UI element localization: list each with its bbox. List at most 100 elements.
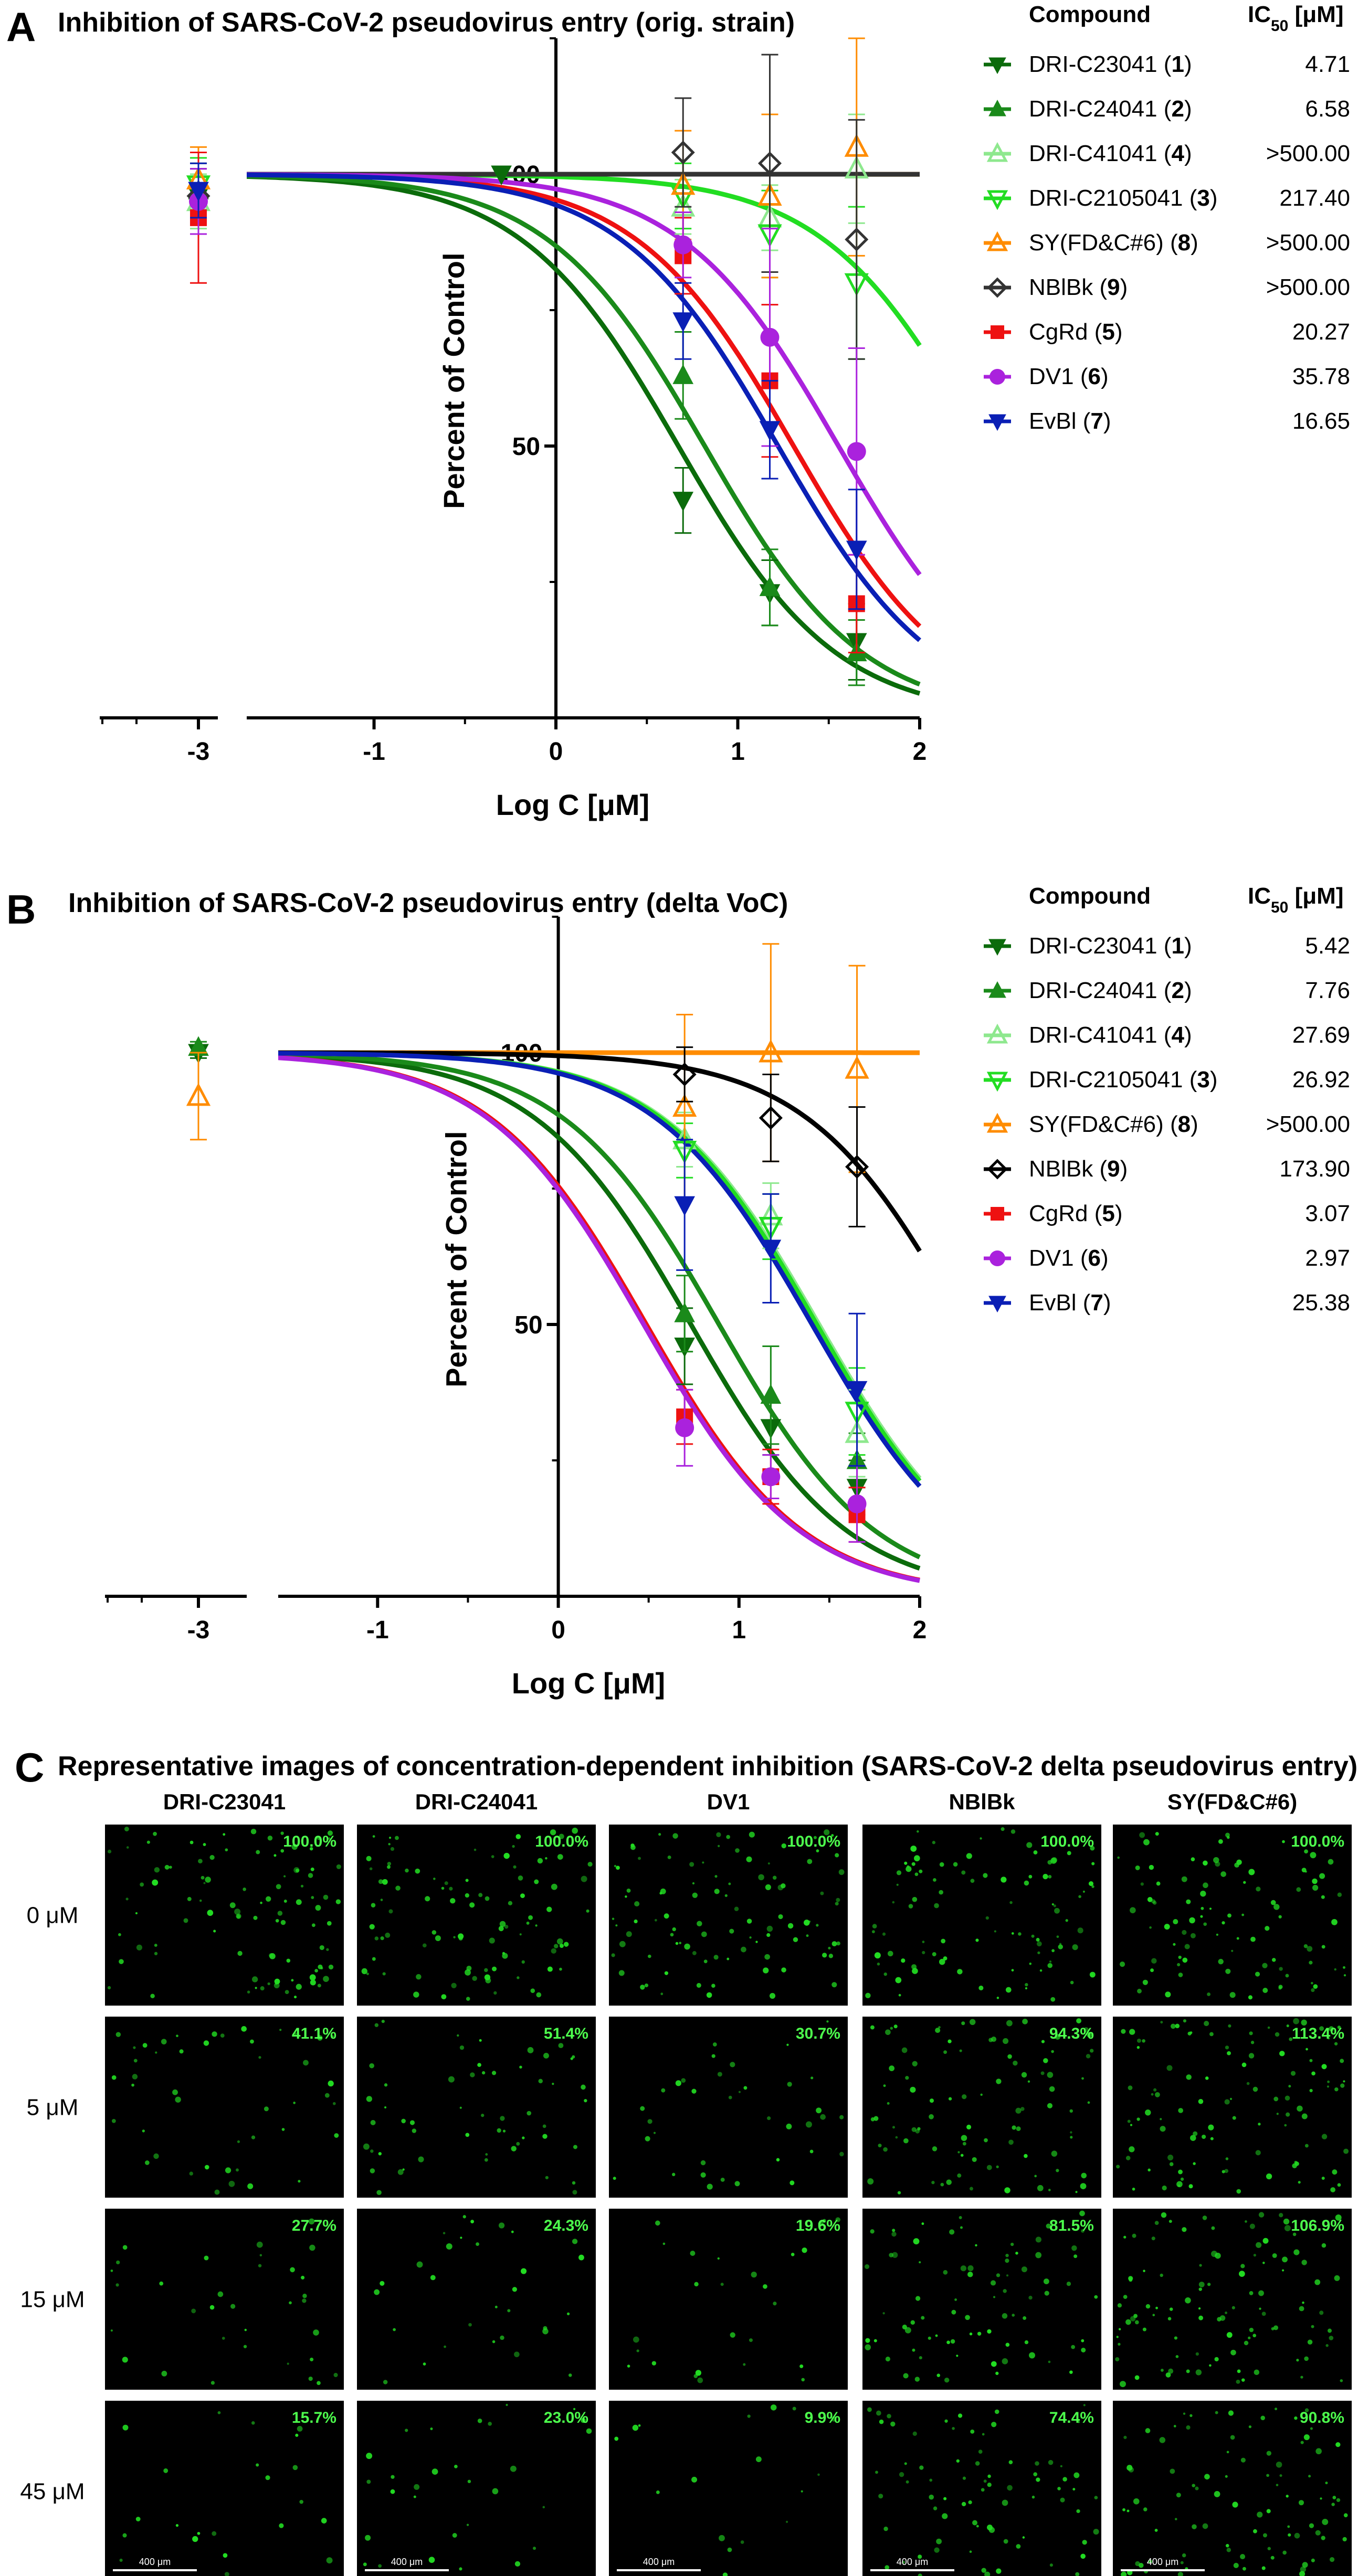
cell-dot xyxy=(572,2055,575,2059)
legend-header-ic50: IC50 [μM] xyxy=(1248,883,1343,916)
cell-dot xyxy=(1329,2557,1335,2562)
cell-dot xyxy=(1117,1856,1120,1859)
cell-dot xyxy=(1165,2372,1171,2378)
cell-dot xyxy=(1198,2307,1201,2310)
cell-dot xyxy=(873,2116,879,2121)
cell-dot xyxy=(280,1831,284,1835)
cell-dot xyxy=(679,1942,682,1945)
cell-dot xyxy=(1182,1957,1188,1963)
cell-dot xyxy=(499,1921,506,1927)
cell-dot xyxy=(1202,2523,1208,2529)
cell-dot xyxy=(586,2428,592,2434)
cell-dot xyxy=(969,2019,976,2026)
cell-dot xyxy=(987,2483,992,2487)
ic50-sub: 50 xyxy=(1271,899,1288,916)
fluorescent-cells xyxy=(867,2404,1099,2576)
cell-dot xyxy=(310,2357,314,2361)
cell-dot xyxy=(1284,2225,1291,2231)
cell-dot xyxy=(970,1879,975,1883)
legend-item-3: DRI-C2105041 (3) 217.40 xyxy=(984,185,1350,211)
cell-dot xyxy=(446,2243,452,2250)
panel-a: A Inhibition of SARS-CoV-2 pseudovirus en… xyxy=(6,2,1350,821)
cell-dot xyxy=(1129,2146,1135,2153)
cell-dot xyxy=(1149,1926,1152,1929)
cell-dot xyxy=(1230,2435,1235,2440)
cell-dot xyxy=(472,1976,477,1981)
cell-dot xyxy=(512,1844,515,1848)
cell-dot xyxy=(1139,1832,1145,1838)
cell-dot xyxy=(899,2472,904,2477)
cell-dot xyxy=(131,2083,134,2087)
cell-dot xyxy=(183,1918,188,1923)
cell-dot xyxy=(921,2316,925,2320)
cell-dot xyxy=(291,1979,294,1982)
cell-dot xyxy=(929,2478,933,2482)
legend-paren: ( xyxy=(1157,96,1172,122)
cell-dot xyxy=(514,2561,521,2567)
cell-dot xyxy=(1276,2484,1279,2486)
scale-bar-label: 400 μm xyxy=(897,2557,928,2567)
cell-dot xyxy=(1248,2336,1251,2339)
cell-dot xyxy=(1029,1963,1032,1965)
cell-dot xyxy=(431,1930,437,1935)
legend-paren: ( xyxy=(1183,1067,1197,1093)
cell-dot xyxy=(697,1921,702,1926)
cell-dot xyxy=(1070,2131,1072,2134)
cell-dot xyxy=(142,2129,145,2133)
cell-dot xyxy=(1094,2496,1098,2499)
x-tick-label: 1 xyxy=(732,1616,746,1644)
cell-dot xyxy=(919,2261,921,2264)
cell-dot xyxy=(321,2518,327,2524)
cell-dot xyxy=(1028,1874,1033,1879)
cell-dot xyxy=(1231,2306,1235,2309)
cell-dot xyxy=(1335,2442,1341,2447)
legend-label: DRI-C24041 (2) xyxy=(1029,978,1192,1003)
cell-dot xyxy=(1331,2503,1335,2506)
cell-dot xyxy=(946,2340,950,2345)
cell-dot xyxy=(559,1833,564,1839)
cell-dot xyxy=(1293,2018,1299,2024)
fluorescent-cells xyxy=(110,2218,338,2386)
cell-dot xyxy=(1237,2369,1241,2373)
cell-dot xyxy=(387,1865,391,1869)
cell-dot xyxy=(331,2035,334,2038)
cell-dot xyxy=(369,1867,373,1871)
cell-dot xyxy=(551,1948,556,1954)
cell-dot xyxy=(587,1862,593,1867)
cell-dot xyxy=(1273,2325,1279,2330)
cell-dot xyxy=(1276,2113,1279,2115)
micrograph-background xyxy=(1113,2401,1352,2576)
cell-dot xyxy=(1220,1871,1226,1877)
cell-dot xyxy=(1225,2475,1228,2478)
cell-dot xyxy=(201,1875,205,1880)
ic50-label: IC xyxy=(1248,883,1271,909)
cell-dot xyxy=(638,1857,641,1860)
cell-dot xyxy=(1198,2315,1204,2320)
cell-dot xyxy=(476,2242,479,2246)
cell-dot xyxy=(1218,1839,1223,1844)
cell-dot xyxy=(713,1955,719,1960)
cell-dot xyxy=(328,1964,334,1970)
cell-dot xyxy=(1249,2327,1254,2333)
cell-dot xyxy=(553,1944,559,1948)
cell-dot xyxy=(380,1936,384,1941)
cell-dot xyxy=(1288,2085,1291,2088)
legend-ic50: 27.69 xyxy=(1292,1022,1350,1048)
cell-dot xyxy=(1049,2563,1053,2567)
cell-dot xyxy=(651,2361,657,2366)
legend-label: DRI-C2105041 (3) xyxy=(1029,1067,1218,1093)
cell-dot xyxy=(1327,2080,1330,2083)
cell-dot xyxy=(1203,1882,1208,1889)
cell-dot xyxy=(336,1864,341,1869)
legend-name: SY(FD&C#6) xyxy=(1029,1111,1164,1137)
cell-dot xyxy=(911,1862,915,1866)
cell-dot xyxy=(508,1901,513,1906)
cell-dot xyxy=(1236,1859,1242,1865)
cell-dot xyxy=(1286,2024,1289,2028)
cell-dot xyxy=(883,1972,887,1976)
cell-dot xyxy=(155,2051,157,2054)
cell-dot xyxy=(295,2433,299,2437)
cell-dot xyxy=(1279,2051,1285,2056)
cell-dot xyxy=(466,1997,470,2001)
legend-header-ic50: IC50 [μM] xyxy=(1248,2,1343,35)
